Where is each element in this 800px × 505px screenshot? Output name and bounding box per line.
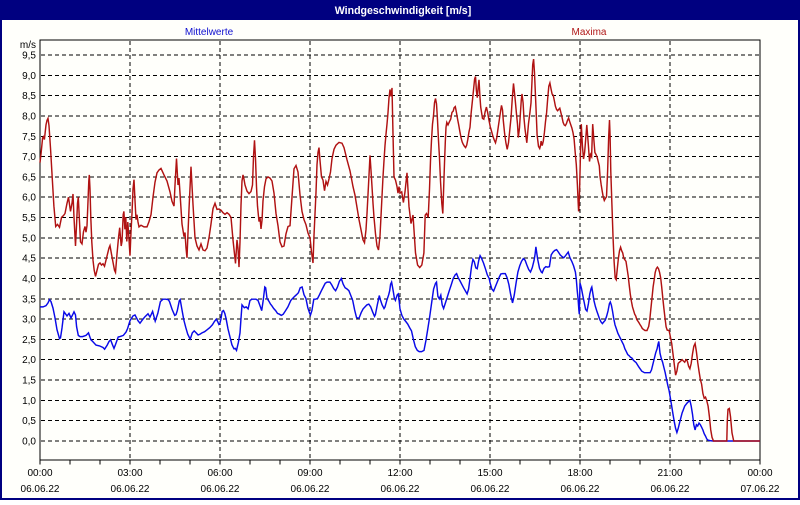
svg-text:3,5: 3,5 bbox=[22, 294, 36, 305]
svg-text:18:00: 18:00 bbox=[567, 468, 592, 479]
svg-text:03:00: 03:00 bbox=[117, 468, 142, 479]
svg-text:00:00: 00:00 bbox=[27, 468, 52, 479]
svg-text:9,5: 9,5 bbox=[22, 51, 36, 62]
svg-text:3,0: 3,0 bbox=[22, 315, 36, 326]
svg-text:6,5: 6,5 bbox=[22, 172, 36, 183]
svg-text:06.06.22: 06.06.22 bbox=[201, 484, 240, 495]
svg-text:2,5: 2,5 bbox=[22, 335, 36, 346]
svg-text:5,5: 5,5 bbox=[22, 213, 36, 224]
svg-text:0,0: 0,0 bbox=[22, 437, 36, 448]
svg-text:4,0: 4,0 bbox=[22, 274, 36, 285]
svg-text:06.06.22: 06.06.22 bbox=[111, 484, 150, 495]
svg-text:2,0: 2,0 bbox=[22, 355, 36, 366]
svg-text:m/s: m/s bbox=[20, 40, 36, 51]
svg-text:0,5: 0,5 bbox=[22, 416, 36, 427]
svg-text:15:00: 15:00 bbox=[477, 468, 502, 479]
svg-text:Windgeschwindigkeit [m/s]: Windgeschwindigkeit [m/s] bbox=[335, 5, 471, 17]
svg-text:1,0: 1,0 bbox=[22, 396, 36, 407]
svg-text:8,0: 8,0 bbox=[22, 111, 36, 122]
svg-text:21:00: 21:00 bbox=[657, 468, 682, 479]
svg-text:06.06.22: 06.06.22 bbox=[291, 484, 330, 495]
svg-text:4,5: 4,5 bbox=[22, 254, 36, 265]
svg-text:Mittelwerte: Mittelwerte bbox=[185, 27, 234, 38]
svg-text:06.06.22: 06.06.22 bbox=[651, 484, 690, 495]
svg-text:06.06.22: 06.06.22 bbox=[471, 484, 510, 495]
svg-text:7,0: 7,0 bbox=[22, 152, 36, 163]
svg-text:7,5: 7,5 bbox=[22, 132, 36, 143]
svg-text:9,0: 9,0 bbox=[22, 71, 36, 82]
svg-text:Maxima: Maxima bbox=[571, 27, 606, 38]
svg-text:1,5: 1,5 bbox=[22, 376, 36, 387]
svg-text:00:00: 00:00 bbox=[747, 468, 772, 479]
svg-text:5,0: 5,0 bbox=[22, 233, 36, 244]
svg-text:8,5: 8,5 bbox=[22, 91, 36, 102]
svg-text:06:00: 06:00 bbox=[207, 468, 232, 479]
svg-text:06.06.22: 06.06.22 bbox=[381, 484, 420, 495]
svg-text:07.06.22: 07.06.22 bbox=[741, 484, 780, 495]
svg-text:6,0: 6,0 bbox=[22, 193, 36, 204]
svg-text:06.06.22: 06.06.22 bbox=[21, 484, 60, 495]
svg-text:09:00: 09:00 bbox=[297, 468, 322, 479]
svg-text:06.06.22: 06.06.22 bbox=[561, 484, 600, 495]
svg-text:12:00: 12:00 bbox=[387, 468, 412, 479]
